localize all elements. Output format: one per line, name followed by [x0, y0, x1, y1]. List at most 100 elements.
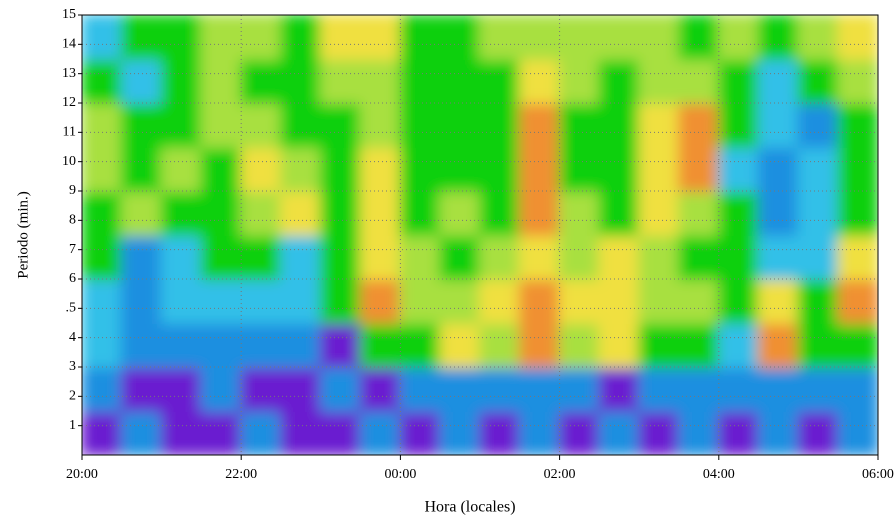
heat-cell: [280, 15, 322, 60]
heat-cell: [160, 278, 203, 324]
heat-cell: [717, 190, 760, 236]
plot-frame: [81, 14, 879, 456]
y-tick-label: 7: [69, 242, 76, 257]
heat-cell: [240, 278, 282, 324]
heat-cell: [439, 15, 481, 60]
heat-cell: [558, 58, 601, 104]
heat-cell: [82, 58, 123, 104]
heat-cell: [200, 58, 243, 104]
heat-cell: [558, 234, 601, 280]
heat-cell: [678, 322, 720, 368]
heat-cell: [797, 366, 840, 412]
heat-cell: [82, 366, 123, 412]
heat-cell: [200, 366, 243, 412]
heat-cell: [518, 366, 561, 412]
heat-cell: [678, 58, 720, 104]
y-tick-label: 6: [69, 271, 76, 286]
y-tick-label: 15: [62, 7, 76, 22]
heat-cell: [479, 322, 521, 368]
y-tick-label: 4: [69, 330, 76, 345]
heat-cell: [359, 190, 402, 236]
heat-cell: [837, 234, 878, 280]
heat-cell: [797, 102, 840, 148]
x-tick-label: 02:00: [544, 467, 576, 482]
heat-cell: [797, 190, 840, 236]
heat-cell: [757, 234, 800, 280]
heat-cell: [518, 278, 561, 324]
heat-cell: [518, 146, 561, 192]
heat-cell: [757, 58, 800, 104]
heat-cell: [638, 278, 680, 324]
heat-cell: [678, 146, 720, 192]
heat-cell: [359, 278, 402, 324]
heat-cell: [837, 58, 878, 104]
heat-cell: [200, 234, 243, 280]
heat-cell: [518, 410, 561, 455]
heat-cell: [359, 410, 402, 455]
heat-cell: [160, 58, 203, 104]
heat-cell: [558, 190, 601, 236]
heat-cell: [479, 58, 521, 104]
heat-cell: [82, 410, 123, 455]
heat-cell: [837, 278, 878, 324]
heat-cell: [200, 15, 243, 60]
heat-cell: [120, 410, 163, 455]
heat-cell: [280, 366, 322, 412]
heat-cell: [479, 278, 521, 324]
heat-cell: [240, 410, 282, 455]
heat-cell: [598, 234, 641, 280]
heat-cell: [638, 190, 680, 236]
heat-cell: [678, 278, 720, 324]
heat-cell: [200, 146, 243, 192]
heat-cell: [399, 102, 442, 148]
heat-cell: [518, 322, 561, 368]
heat-cell: [797, 410, 840, 455]
y-tick-label: 1: [69, 418, 76, 433]
heat-cell: [717, 15, 760, 60]
y-tick-label: 12: [62, 95, 76, 110]
heat-cell: [518, 102, 561, 148]
heat-cell: [558, 102, 601, 148]
heat-cell: [717, 234, 760, 280]
heat-cell: [717, 410, 760, 455]
heat-cell: [200, 410, 243, 455]
heat-cell: [359, 15, 402, 60]
heat-cell: [240, 15, 282, 60]
y-tick-label: 10: [62, 154, 76, 169]
heat-cell: [837, 190, 878, 236]
heat-cell: [717, 366, 760, 412]
heat-cell: [439, 366, 481, 412]
heat-cell: [200, 278, 243, 324]
heat-cell: [319, 15, 362, 60]
heat-cell: [439, 58, 481, 104]
y-tick-label: 8: [69, 213, 76, 228]
heat-cell: [837, 15, 878, 60]
y-axis-label: Periodo (min.): [15, 191, 31, 279]
heat-cell: [399, 146, 442, 192]
heat-cell: [120, 278, 163, 324]
heat-cell: [479, 15, 521, 60]
heat-cell: [399, 15, 442, 60]
heat-cell: [479, 410, 521, 455]
heat-cell: [678, 234, 720, 280]
heat-cell: [439, 234, 481, 280]
heat-cell: [638, 146, 680, 192]
x-tick-label: 06:00: [862, 467, 894, 482]
heat-cell: [82, 190, 123, 236]
heat-cell: [319, 322, 362, 368]
heat-cell: [598, 410, 641, 455]
heat-cell: [757, 190, 800, 236]
heat-cell: [280, 322, 322, 368]
x-tick-label: 00:00: [384, 467, 416, 482]
heat-cell: [120, 190, 163, 236]
heat-cell: [160, 410, 203, 455]
heat-cell: [359, 146, 402, 192]
heat-cell: [797, 234, 840, 280]
heat-cell: [678, 15, 720, 60]
heat-cell: [319, 190, 362, 236]
x-axis-label: Hora (locales): [424, 499, 515, 516]
x-tick-label: 20:00: [66, 467, 98, 482]
heat-cell: [280, 146, 322, 192]
heat-cell: [598, 190, 641, 236]
